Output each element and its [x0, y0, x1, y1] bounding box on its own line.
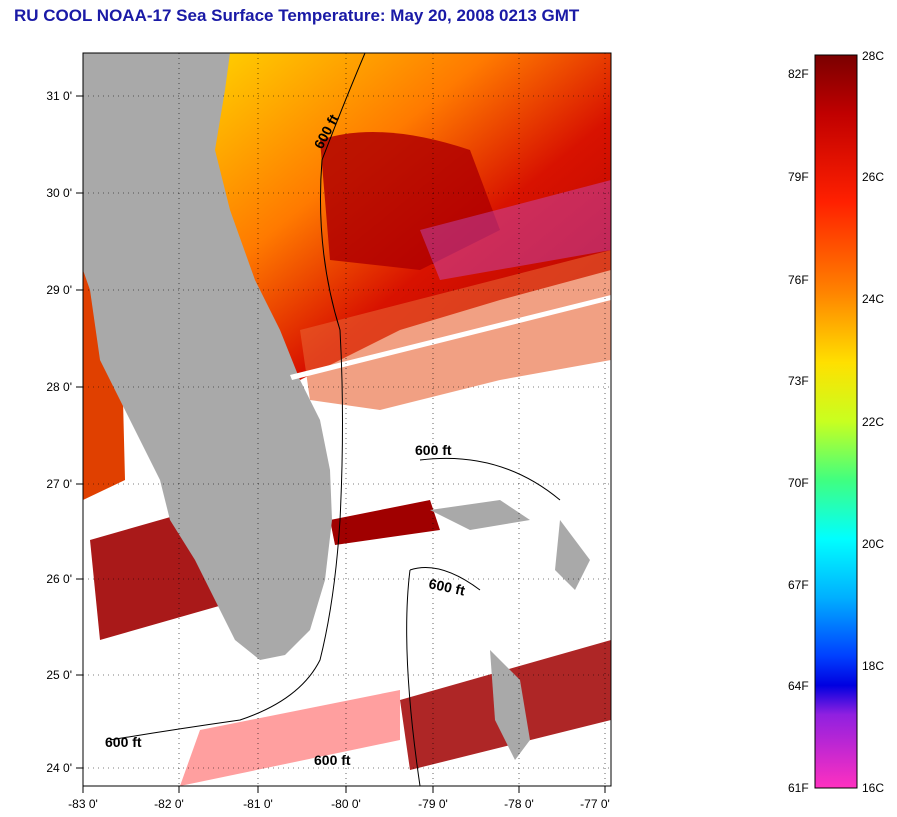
lat-label-30: 30 0': [46, 186, 72, 200]
colorbar-f-76: 76F: [788, 273, 809, 287]
latitude-axis: 31 0' 30 0' 29 0' 28 0' 27 0' 26 0' 25 0…: [46, 89, 83, 775]
colorbar-f-67: 67F: [788, 578, 809, 592]
colorbar-c-16: 16C: [862, 781, 885, 795]
colorbar: [814, 54, 858, 789]
colorbar-f-79: 79F: [788, 170, 809, 184]
lon-label-83: -83 0': [68, 797, 98, 811]
lon-label-78: -78 0': [504, 797, 534, 811]
bahamas-land: [430, 500, 530, 530]
colorbar-c-22: 22C: [862, 415, 885, 429]
lat-label-31: 31 0': [46, 89, 72, 103]
lat-label-27: 27 0': [46, 477, 72, 491]
map-plot-area: 600 ft 600 ft 600 ft 600 ft 600 ft: [83, 53, 611, 786]
longitude-axis: -83 0' -82 0' -81 0' -80 0' -79 0' -78 0…: [68, 786, 610, 811]
map-frame: [82, 52, 612, 787]
colorbar-f-82: 82F: [788, 67, 809, 81]
lon-label-82: -82 0': [154, 797, 184, 811]
lat-label-25: 25 0': [46, 668, 72, 682]
lat-label-28: 28 0': [46, 380, 72, 394]
florida-landmass: [83, 53, 332, 660]
colorbar-f-70: 70F: [788, 476, 809, 490]
colorbar-f-73: 73F: [788, 374, 809, 388]
lat-lon-grid: [83, 53, 611, 786]
contour-line-east-florida: [109, 53, 366, 741]
lon-label-80: -80 0': [331, 797, 361, 811]
lat-label-29: 29 0': [46, 283, 72, 297]
colorbar-c-26: 26C: [862, 170, 885, 184]
colorbar-c-20: 20C: [862, 537, 885, 551]
colorbar-c-18: 18C: [862, 659, 885, 673]
colorbar-f-64: 64F: [788, 679, 809, 693]
contour-label-sw: 600 ft: [105, 734, 142, 750]
contour-label-mid: 600 ft: [415, 442, 452, 458]
lat-label-24: 24 0': [46, 761, 72, 775]
lon-label-77: -77 0': [580, 797, 610, 811]
colorbar-c-24: 24C: [862, 292, 885, 306]
lat-label-26: 26 0': [46, 572, 72, 586]
lon-label-81: -81 0': [243, 797, 273, 811]
map-title: RU COOL NOAA-17 Sea Surface Temperature:…: [14, 6, 580, 25]
colorbar-c-28: 28C: [862, 49, 885, 63]
colorbar-f-61: 61F: [788, 781, 809, 795]
lon-label-79: -79 0': [418, 797, 448, 811]
contour-label-bahamas: 600 ft: [427, 575, 466, 598]
contour-line-bahamas: [406, 457, 561, 786]
contour-label-south: 600 ft: [314, 752, 351, 768]
